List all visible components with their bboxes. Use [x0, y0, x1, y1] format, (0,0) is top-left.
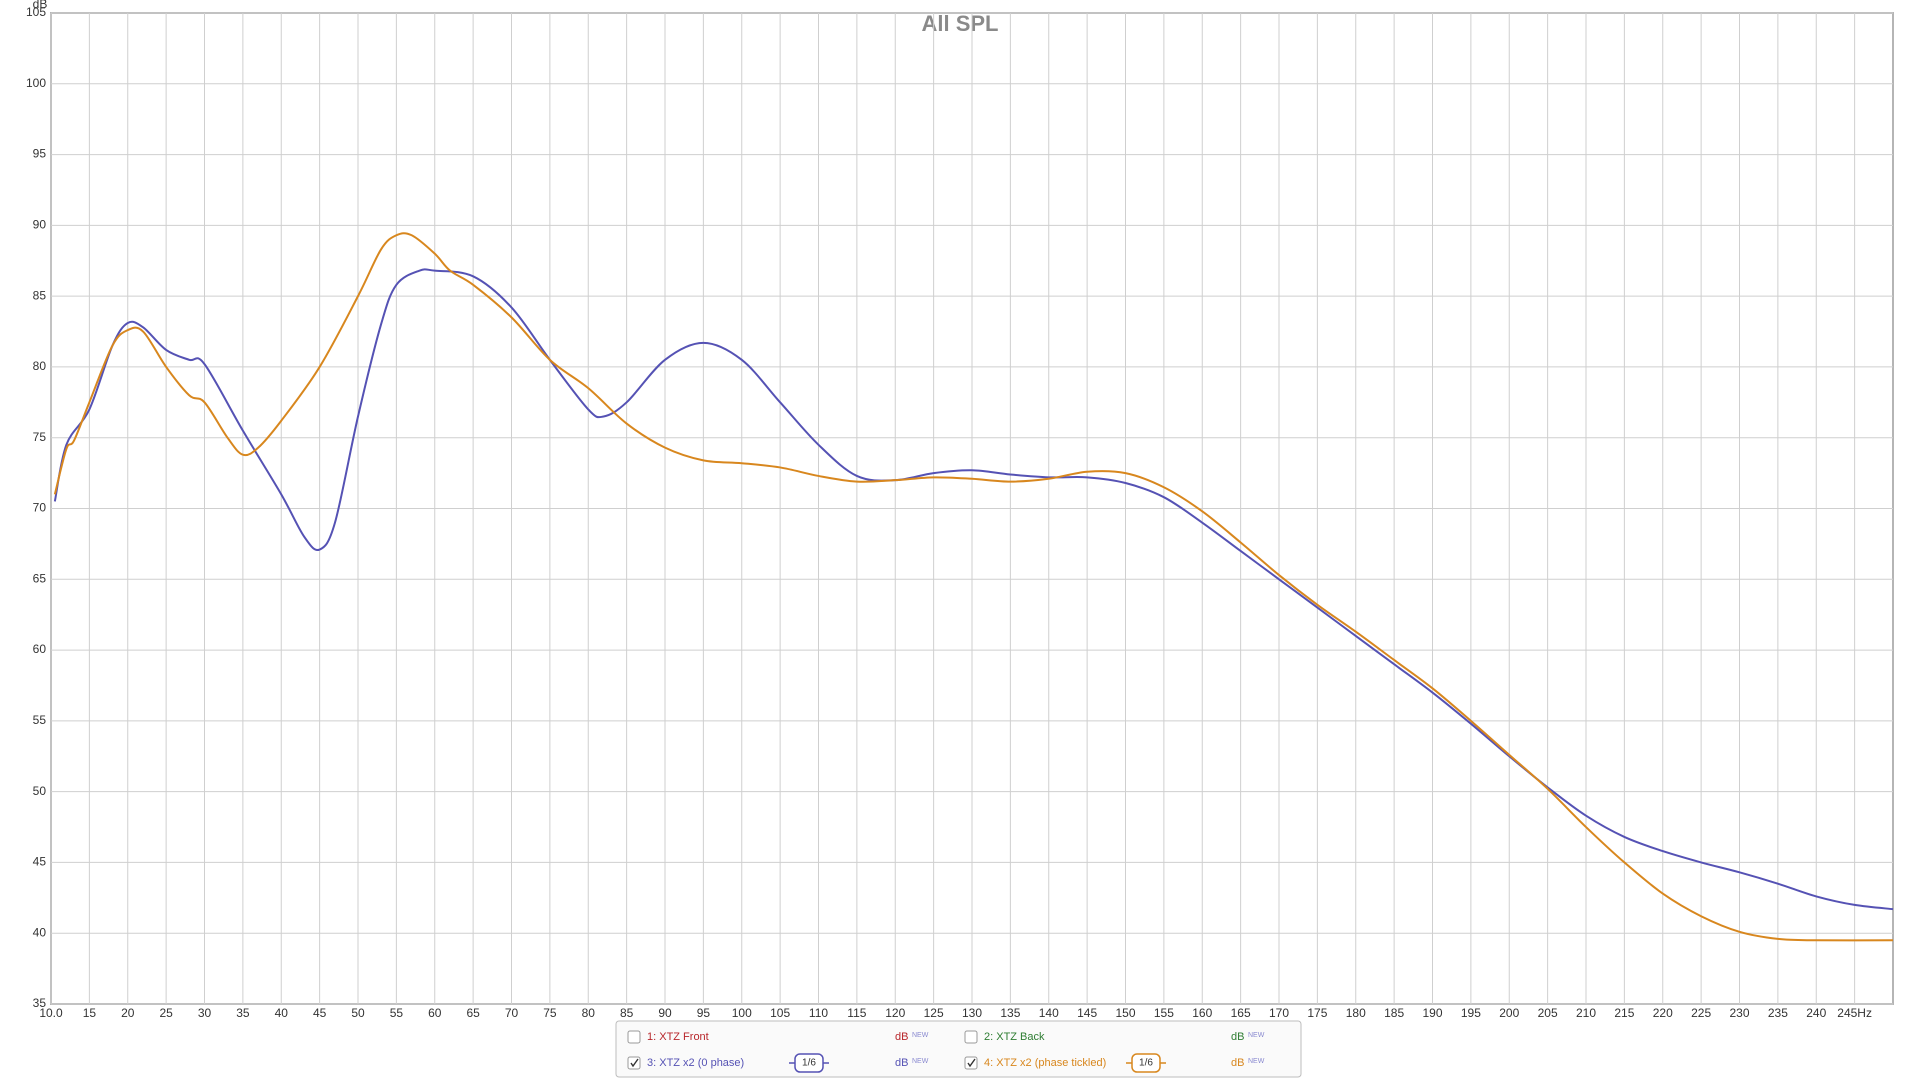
- x-tick-label: 230: [1729, 1006, 1749, 1020]
- legend-checkbox[interactable]: [964, 1056, 978, 1070]
- legend-checkbox[interactable]: [627, 1030, 641, 1044]
- x-tick-label: 130: [962, 1006, 982, 1020]
- legend-badge: NEW: [912, 1032, 929, 1039]
- x-tick-label: 145: [1077, 1006, 1097, 1020]
- legend-checkbox[interactable]: [627, 1056, 641, 1070]
- y-tick-label: 50: [33, 784, 47, 798]
- y-tick-label: 75: [33, 430, 47, 444]
- checkmark: [630, 1058, 639, 1068]
- legend-checkbox[interactable]: [964, 1030, 978, 1044]
- y-tick-label: 80: [33, 359, 47, 373]
- x-tick-label: 50: [351, 1006, 365, 1020]
- x-tick-label: 55: [390, 1006, 404, 1020]
- x-tick-label: 155: [1154, 1006, 1174, 1020]
- x-tick-label: 100: [732, 1006, 752, 1020]
- x-tick-label: 245Hz: [1837, 1006, 1872, 1020]
- x-tick-label: 150: [1115, 1006, 1135, 1020]
- y-tick-label: 90: [33, 218, 47, 232]
- x-tick-label: 160: [1192, 1006, 1212, 1020]
- x-tick-label: 60: [428, 1006, 442, 1020]
- legend-badge: NEW: [1248, 1032, 1265, 1039]
- smoothing-box[interactable]: [1131, 1053, 1161, 1073]
- x-tick-label: 95: [697, 1006, 711, 1020]
- x-tick-label: 20: [121, 1006, 135, 1020]
- x-tick-label: 220: [1653, 1006, 1673, 1020]
- x-tick-label: 165: [1231, 1006, 1251, 1020]
- x-tick-label: 190: [1422, 1006, 1442, 1020]
- y-unit: dB: [33, 0, 48, 11]
- legend-unit: dB: [895, 1057, 908, 1069]
- x-tick-label: 25: [159, 1006, 173, 1020]
- x-tick-label: 180: [1346, 1006, 1366, 1020]
- x-tick-label: 90: [658, 1006, 672, 1020]
- y-tick-label: 35: [33, 996, 47, 1010]
- legend-unit: dB: [1231, 1031, 1244, 1043]
- x-tick-label: 125: [924, 1006, 944, 1020]
- y-tick-label: 95: [33, 147, 47, 161]
- x-tick-label: 75: [543, 1006, 557, 1020]
- legend-badge: NEW: [912, 1058, 929, 1065]
- series-line: [53, 232, 1894, 942]
- y-tick-label: 70: [33, 501, 47, 515]
- x-tick-label: 140: [1039, 1006, 1059, 1020]
- y-tick-label: 60: [33, 642, 47, 656]
- x-tick-label: 10.0: [39, 1006, 63, 1020]
- smoothing-label: 1/6: [1139, 1058, 1153, 1069]
- y-tick-label: 100: [26, 76, 46, 90]
- x-tick-label: 115: [847, 1006, 866, 1020]
- y-tick-label: 85: [33, 288, 47, 302]
- x-tick-label: 30: [198, 1006, 212, 1020]
- x-tick-label: 15: [83, 1006, 97, 1020]
- x-tick-label: 240: [1806, 1006, 1826, 1020]
- x-tick-label: 170: [1269, 1006, 1289, 1020]
- x-tick-label: 135: [1000, 1006, 1020, 1020]
- x-tick-label: 105: [770, 1006, 790, 1020]
- x-tick-label: 215: [1614, 1006, 1634, 1020]
- chart-title: All SPL: [921, 11, 998, 36]
- x-tick-label: 175: [1307, 1006, 1327, 1020]
- legend-label[interactable]: 3: XTZ x2 (0 phase): [647, 1057, 744, 1069]
- x-tick-label: 80: [582, 1006, 596, 1020]
- y-tick-label: 55: [33, 713, 47, 727]
- legend-badge: NEW: [1248, 1058, 1265, 1065]
- y-tick-label: 65: [33, 571, 47, 585]
- x-tick-label: 185: [1384, 1006, 1404, 1020]
- legend-unit: dB: [895, 1031, 908, 1043]
- x-tick-label: 35: [236, 1006, 250, 1020]
- legend-unit: dB: [1231, 1057, 1244, 1069]
- x-tick-label: 120: [885, 1006, 905, 1020]
- x-tick-label: 200: [1499, 1006, 1519, 1020]
- y-tick-label: 105: [26, 5, 46, 19]
- y-tick-label: 40: [33, 925, 47, 939]
- legend-label[interactable]: 4: XTZ x2 (phase tickled): [984, 1057, 1106, 1069]
- x-tick-label: 110: [809, 1006, 828, 1020]
- legend-label[interactable]: 2: XTZ Back: [984, 1031, 1045, 1043]
- smoothing-label: 1/6: [802, 1058, 816, 1069]
- x-tick-label: 85: [620, 1006, 634, 1020]
- y-tick-label: 45: [33, 855, 47, 869]
- x-tick-label: 45: [313, 1006, 327, 1020]
- x-tick-label: 235: [1768, 1006, 1788, 1020]
- x-tick-label: 225: [1691, 1006, 1711, 1020]
- x-tick-label: 40: [275, 1006, 289, 1020]
- smoothing-box[interactable]: [794, 1053, 824, 1073]
- x-tick-label: 70: [505, 1006, 519, 1020]
- legend-label[interactable]: 1: XTZ Front: [647, 1031, 709, 1043]
- x-tick-label: 205: [1538, 1006, 1558, 1020]
- checkmark: [967, 1058, 976, 1068]
- x-tick-label: 195: [1461, 1006, 1481, 1020]
- x-tick-label: 65: [466, 1006, 480, 1020]
- x-tick-label: 210: [1576, 1006, 1596, 1020]
